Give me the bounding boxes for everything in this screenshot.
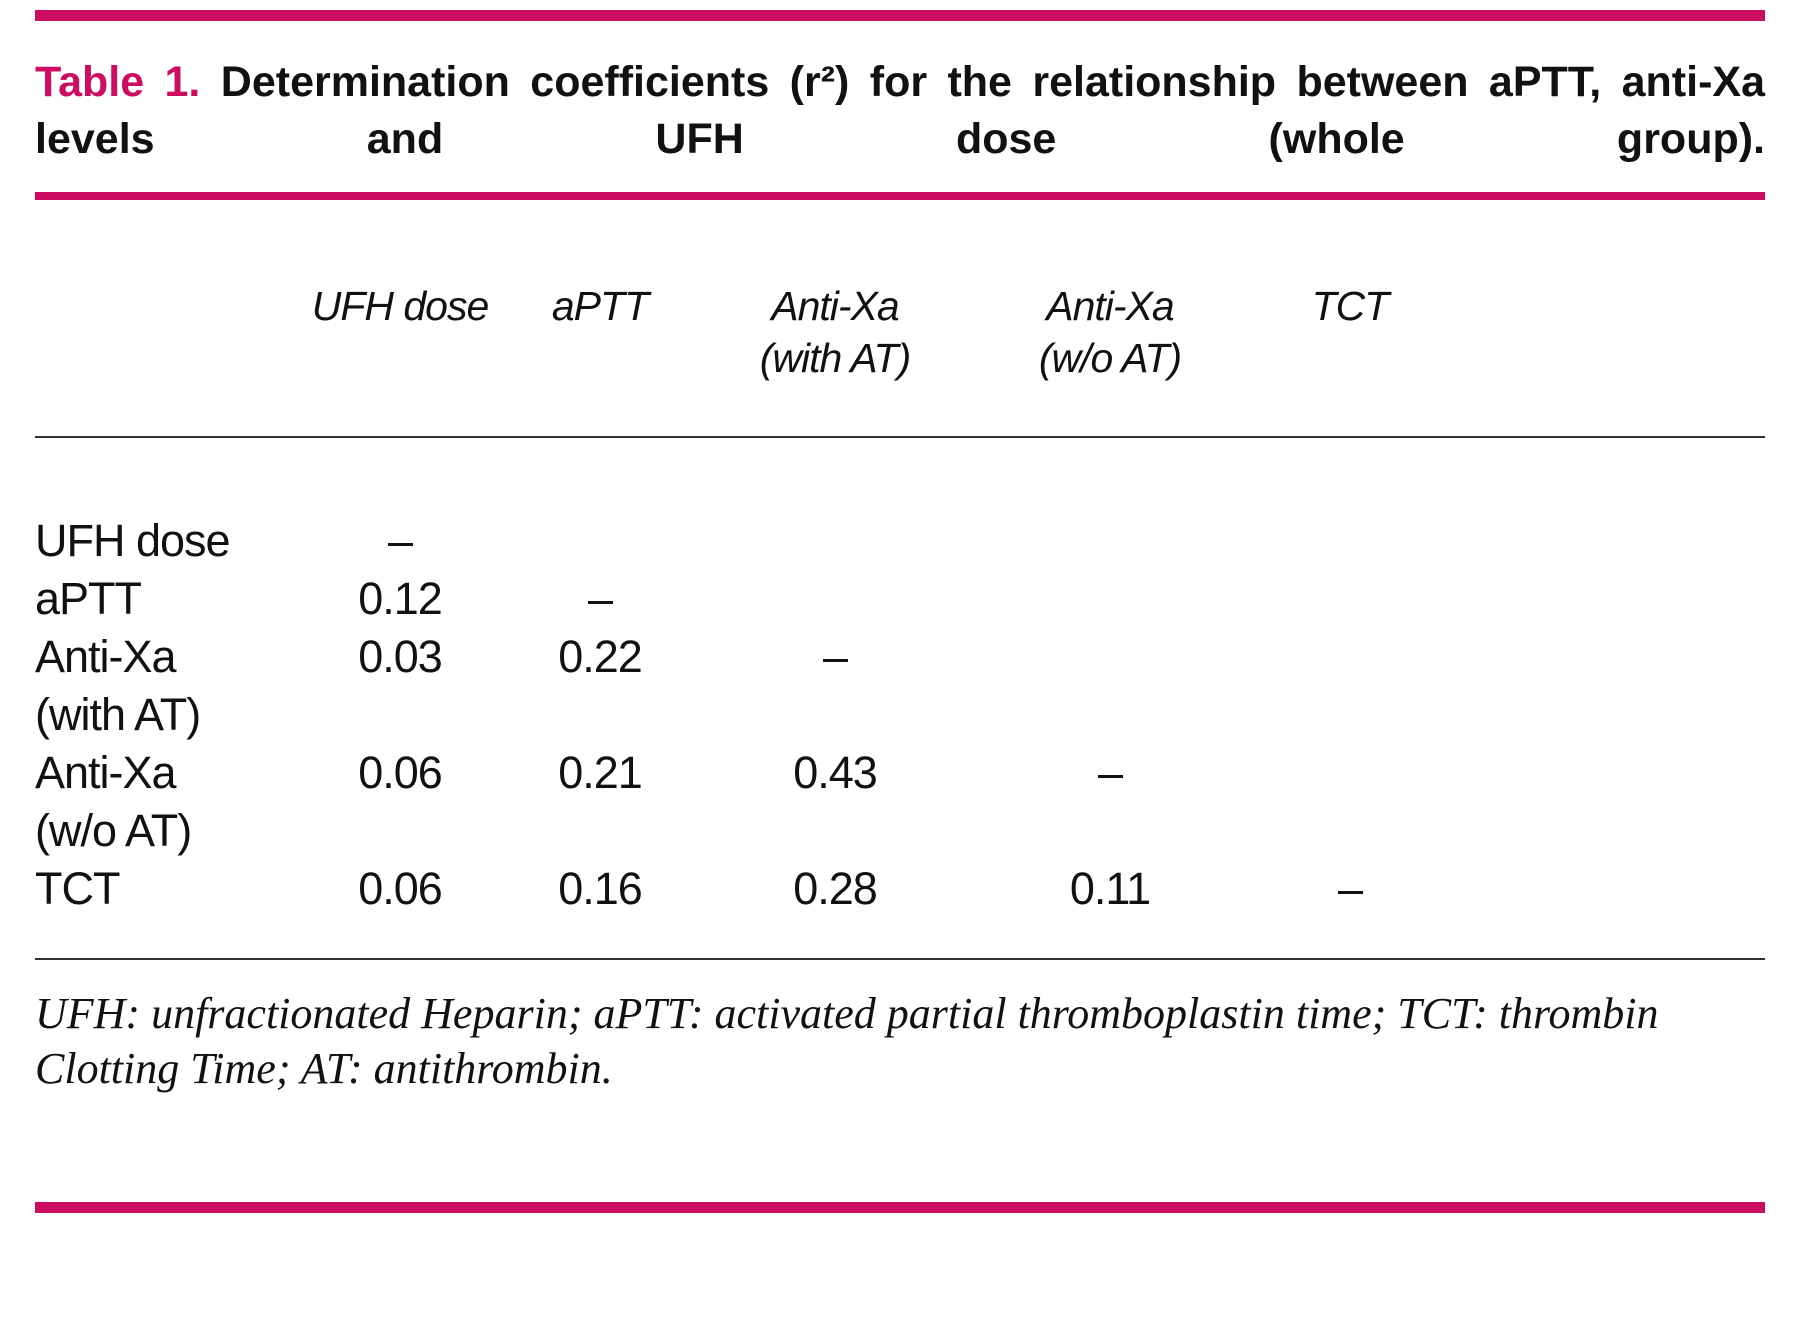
column-header-line1: TCT <box>1311 283 1390 329</box>
column-header-tct: TCT <box>1260 280 1440 332</box>
row-label-line1: TCT <box>35 863 120 914</box>
column-header-anti-xa-wo-at: Anti-Xa (w/o AT) <box>960 280 1260 384</box>
table-cell: 0.16 <box>558 863 643 914</box>
table-cell: – <box>1337 863 1363 914</box>
table-row-tct: TCT 0.06 0.16 0.28 0.11 – <box>35 860 1765 918</box>
column-header-line1: Anti-Xa <box>771 283 899 329</box>
table-cell: – <box>1097 747 1123 798</box>
column-header-line2: (with AT) <box>759 335 911 381</box>
table-cell: – <box>387 515 413 566</box>
row-label-line1: UFH dose <box>35 515 231 566</box>
row-label-line1: aPTT <box>35 573 142 624</box>
table-row-anti-xa-wo-at: Anti-Xa (w/o AT) 0.06 0.21 0.43 – <box>35 744 1765 860</box>
table-caption: Determination coefficients (r²) for the … <box>35 58 1765 163</box>
column-header-ufh-dose: UFH dose <box>310 280 490 332</box>
top-rule <box>35 10 1765 21</box>
row-label: Anti-Xa (with AT) <box>35 628 310 744</box>
title-rule <box>35 192 1765 200</box>
table-number: Table 1. <box>35 58 201 106</box>
column-header-line1: aPTT <box>551 283 649 329</box>
table-cell: – <box>822 631 848 682</box>
table-cell: 0.03 <box>358 631 443 682</box>
table-row-aptt: aPTT 0.12 – <box>35 570 1765 628</box>
table-cell: 0.11 <box>1069 863 1151 914</box>
table-footnote: UFH: unfractionated Heparin; aPTT: activ… <box>35 989 1659 1093</box>
column-header-line1: Anti-Xa <box>1046 283 1174 329</box>
table-cell: 0.21 <box>558 747 643 798</box>
column-header-aptt: aPTT <box>490 280 710 332</box>
row-label: aPTT <box>35 570 310 628</box>
table-header-row: UFH dose aPTT Anti-Xa (with AT) Anti-Xa … <box>35 280 1765 384</box>
row-label: UFH dose <box>35 512 310 570</box>
header-rule <box>35 436 1765 438</box>
table-cell: – <box>587 573 613 624</box>
row-label-line1: Anti-Xa <box>35 631 177 682</box>
table-cell: 0.06 <box>358 747 443 798</box>
table-title: Table 1. Determination coefficients (r²)… <box>35 54 1765 168</box>
table-cell: 0.12 <box>358 573 443 624</box>
row-label-line1: Anti-Xa <box>35 747 177 798</box>
table-figure: Table 1. Determination coefficients (r²)… <box>35 10 1765 1213</box>
table-body: UFH dose – aPTT 0.12 – Anti-Xa (with AT) <box>35 512 1765 918</box>
table-cell: 0.22 <box>558 631 643 682</box>
column-header-line1: UFH dose <box>311 283 490 329</box>
table-cell: 0.06 <box>358 863 443 914</box>
table-row-anti-xa-with-at: Anti-Xa (with AT) 0.03 0.22 – <box>35 628 1765 744</box>
row-label: TCT <box>35 860 310 918</box>
column-header-anti-xa-with-at: Anti-Xa (with AT) <box>710 280 960 384</box>
table-cell: 0.43 <box>793 747 878 798</box>
bottom-rule <box>35 1202 1765 1213</box>
row-label-line2: (w/o AT) <box>35 805 192 856</box>
row-label-line2: (with AT) <box>35 689 201 740</box>
column-header-line2: (w/o AT) <box>1038 335 1182 381</box>
table-cell: 0.28 <box>793 863 878 914</box>
row-label: Anti-Xa (w/o AT) <box>35 744 310 860</box>
body-rule <box>35 958 1765 960</box>
table-row-ufh-dose: UFH dose – <box>35 512 1765 570</box>
